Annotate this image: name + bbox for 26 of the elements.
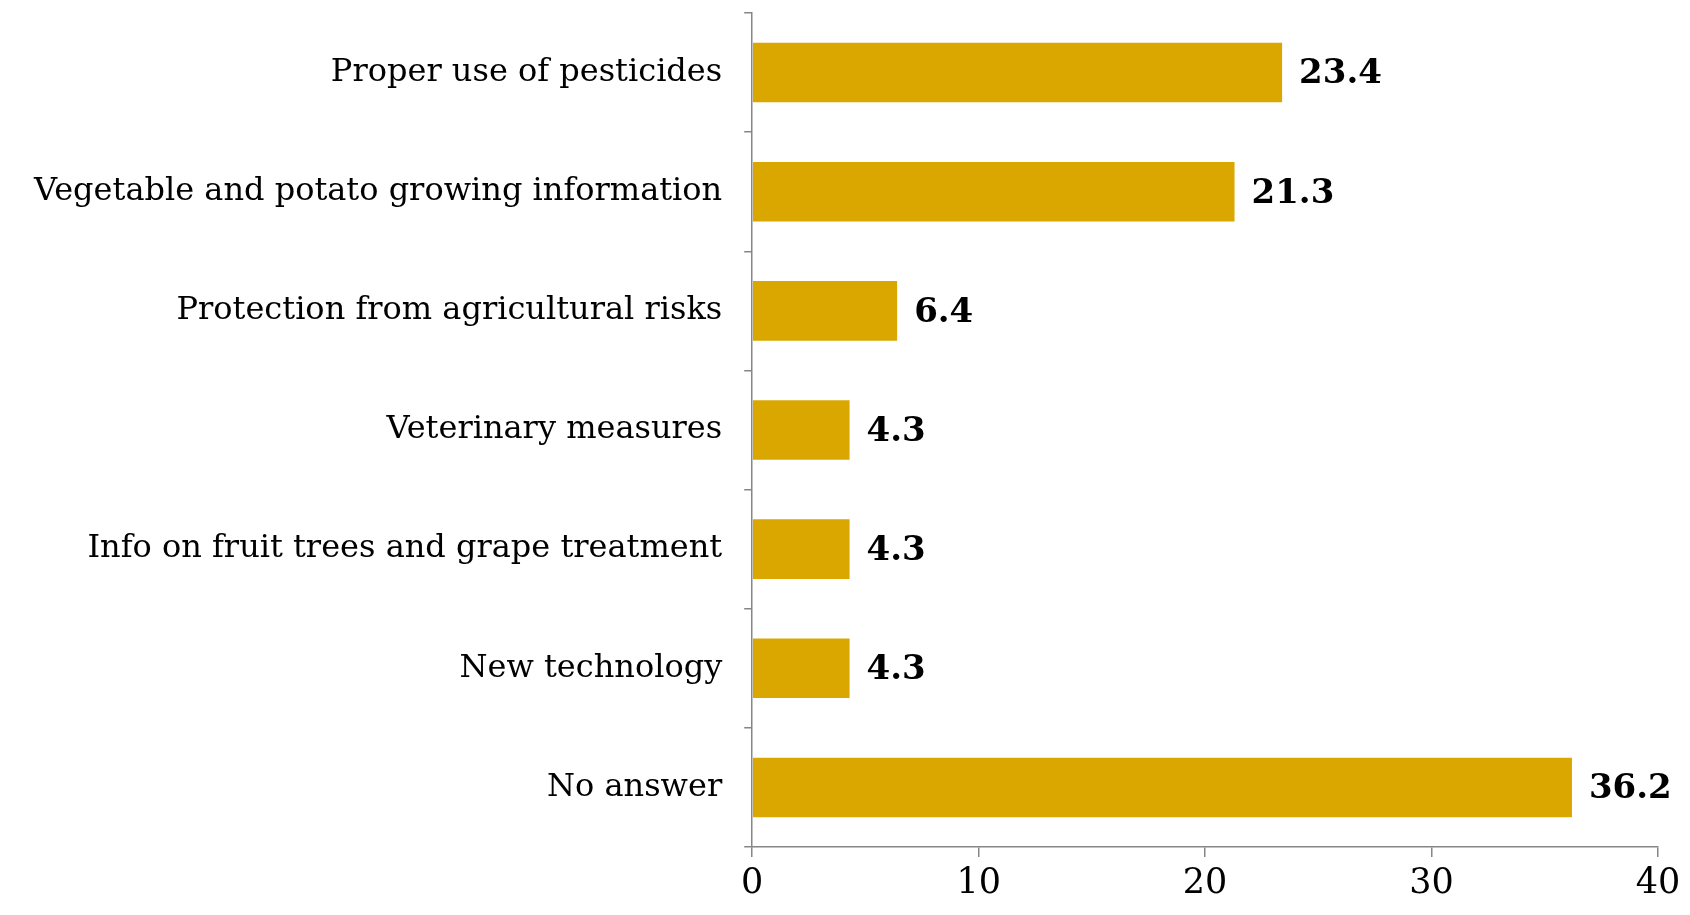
data-label: 23.4 xyxy=(1299,51,1382,92)
y-tick-label: Vegetable and potato growing information xyxy=(33,170,723,209)
y-tick-label: New technology xyxy=(459,646,723,685)
data-label: 6.4 xyxy=(914,289,974,330)
data-label: 4.3 xyxy=(866,408,926,449)
x-tick-label: 40 xyxy=(1635,861,1681,902)
bar xyxy=(752,281,898,341)
x-tick-label: 30 xyxy=(1409,861,1454,902)
bar xyxy=(752,42,1283,103)
x-tick-label: 10 xyxy=(956,861,1001,902)
bar xyxy=(752,161,1235,222)
data-label: 36.2 xyxy=(1588,766,1672,807)
x-tick-label: 20 xyxy=(1182,861,1228,902)
data-label: 4.3 xyxy=(866,647,926,688)
data-label: 21.3 xyxy=(1251,170,1335,211)
bar xyxy=(752,638,850,699)
bar xyxy=(752,757,1572,818)
x-tick-label: 0 xyxy=(741,861,764,902)
y-tick-label: Protection from agricultural risks xyxy=(176,289,723,328)
y-tick-label: Proper use of pesticides xyxy=(330,50,723,89)
y-tick-label: No answer xyxy=(547,765,723,804)
y-tick-label: Info on fruit trees and grape treatment xyxy=(87,527,723,566)
y-tick-label: Veterinary measures xyxy=(385,408,723,447)
bar xyxy=(752,519,850,579)
bar xyxy=(752,400,850,460)
data-label: 4.3 xyxy=(866,527,926,568)
